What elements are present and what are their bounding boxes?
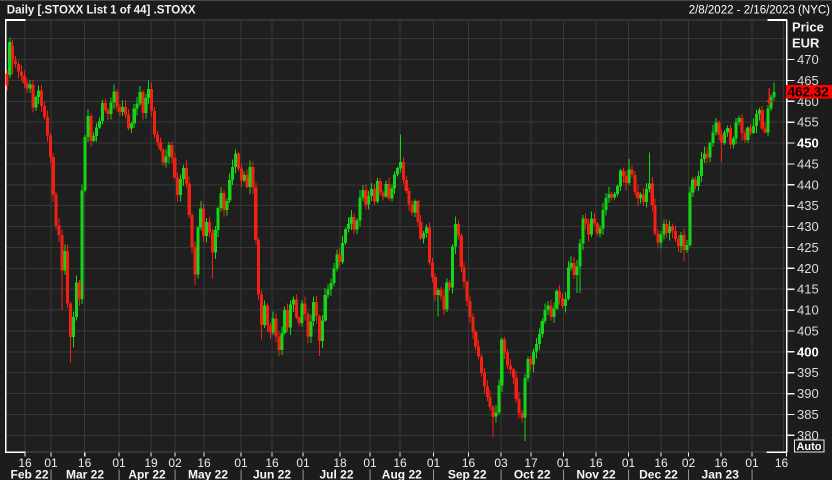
svg-text:02: 02	[168, 456, 182, 470]
svg-text:Auto: Auto	[796, 441, 821, 453]
svg-text:01: 01	[745, 456, 759, 470]
svg-text:16: 16	[714, 456, 728, 470]
svg-text:19: 19	[144, 456, 158, 470]
svg-text:|: |	[562, 467, 565, 480]
svg-text:405: 405	[797, 323, 819, 338]
svg-text:16: 16	[78, 456, 92, 470]
svg-text:455: 455	[797, 115, 819, 130]
svg-text:|: |	[627, 467, 630, 480]
svg-text:Daily [.STOXX List 1 of 44] .S: Daily [.STOXX List 1 of 44] .STOXX	[7, 5, 196, 17]
svg-text:450: 450	[797, 136, 819, 151]
svg-text:465: 465	[797, 73, 819, 88]
svg-text:435: 435	[797, 198, 819, 213]
svg-text:|: |	[368, 467, 371, 480]
svg-text:01: 01	[44, 456, 58, 470]
svg-text:|: |	[49, 467, 52, 480]
svg-text:470: 470	[797, 52, 819, 67]
svg-text:Nov 22: Nov 22	[576, 468, 616, 480]
svg-text:Mar 22: Mar 22	[66, 468, 104, 480]
svg-text:|: |	[432, 467, 435, 480]
svg-text:380: 380	[797, 428, 819, 443]
svg-text:EUR: EUR	[792, 36, 820, 51]
svg-text:395: 395	[797, 365, 819, 380]
svg-text:18: 18	[333, 456, 347, 470]
svg-text:Dec 22: Dec 22	[639, 468, 678, 480]
svg-text:425: 425	[797, 240, 819, 255]
svg-text:16: 16	[462, 456, 476, 470]
svg-text:440: 440	[797, 177, 819, 192]
svg-text:Sep 22: Sep 22	[448, 468, 487, 480]
svg-text:16: 16	[775, 456, 789, 470]
svg-text:16: 16	[393, 456, 407, 470]
svg-text:01: 01	[363, 456, 377, 470]
svg-text:May 22: May 22	[188, 468, 228, 480]
svg-text:Feb 22: Feb 22	[10, 468, 48, 480]
svg-text:02: 02	[682, 456, 696, 470]
svg-text:16: 16	[197, 456, 211, 470]
svg-text:01: 01	[296, 456, 310, 470]
svg-text:400: 400	[797, 344, 819, 359]
svg-text:01: 01	[622, 456, 636, 470]
svg-text:415: 415	[797, 282, 819, 297]
svg-text:430: 430	[797, 219, 819, 234]
svg-text:17: 17	[524, 456, 538, 470]
svg-text:|: |	[687, 467, 690, 480]
svg-text:|: |	[750, 467, 753, 480]
svg-text:01: 01	[427, 456, 441, 470]
svg-text:Apr 22: Apr 22	[128, 468, 166, 480]
svg-text:Oct 22: Oct 22	[514, 468, 551, 480]
svg-text:2/8/2022 - 2/16/2023 (NYC): 2/8/2022 - 2/16/2023 (NYC)	[689, 4, 830, 16]
svg-text:01: 01	[112, 456, 126, 470]
svg-text:462.32: 462.32	[788, 85, 829, 100]
svg-text:Aug 22: Aug 22	[382, 468, 422, 480]
svg-text:|: |	[499, 467, 502, 480]
svg-text:03: 03	[494, 456, 508, 470]
svg-text:Jan 23: Jan 23	[702, 468, 740, 480]
svg-text:Price: Price	[792, 20, 824, 35]
svg-text:|: |	[239, 467, 242, 480]
svg-text:|: |	[117, 467, 120, 480]
svg-text:390: 390	[797, 386, 819, 401]
svg-text:16: 16	[589, 456, 603, 470]
svg-text:420: 420	[797, 261, 819, 276]
svg-text:|: |	[173, 467, 176, 480]
svg-text:16: 16	[265, 456, 279, 470]
svg-text:|: |	[301, 467, 304, 480]
svg-text:Jul 22: Jul 22	[319, 468, 353, 480]
svg-text:01: 01	[234, 456, 248, 470]
svg-text:385: 385	[797, 407, 819, 422]
svg-text:01: 01	[557, 456, 571, 470]
svg-text:410: 410	[797, 303, 819, 318]
svg-text:445: 445	[797, 156, 819, 171]
svg-text:16: 16	[654, 456, 668, 470]
svg-text:16: 16	[18, 456, 32, 470]
svg-text:Jun 22: Jun 22	[253, 468, 291, 480]
